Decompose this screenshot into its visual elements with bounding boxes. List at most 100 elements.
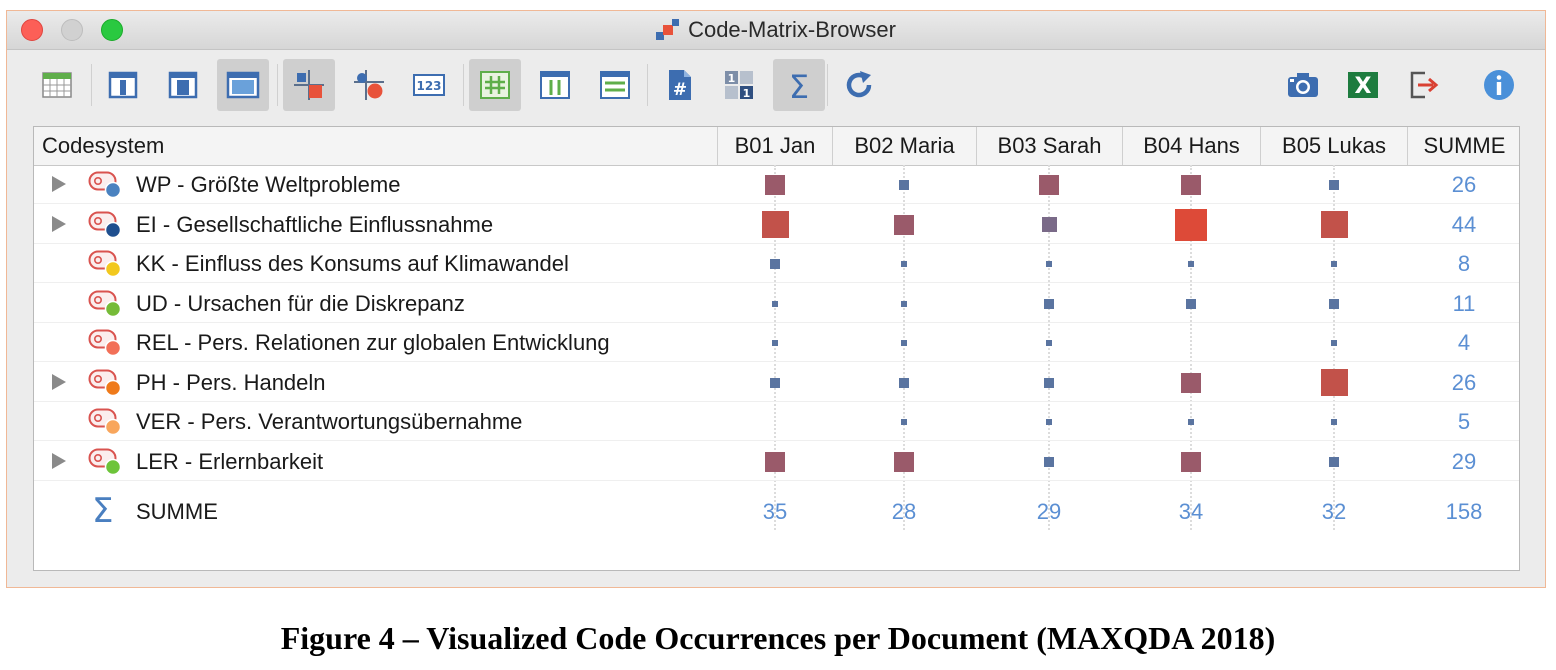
table-row[interactable]: VER - Pers. Verantwortungsübernahme 5 bbox=[34, 402, 1519, 441]
expand-triangle-icon[interactable] bbox=[52, 452, 66, 469]
column-header-codesystem[interactable]: Codesystem bbox=[42, 133, 165, 158]
matrix-square[interactable] bbox=[1181, 175, 1201, 195]
symbol-squares-button[interactable] bbox=[283, 59, 335, 111]
column-width-large-button[interactable] bbox=[217, 59, 269, 111]
column-header-b01-jan[interactable]: B01 Jan bbox=[717, 127, 832, 165]
matrix-square[interactable] bbox=[1046, 419, 1052, 425]
matrix-square[interactable] bbox=[772, 340, 778, 346]
matrix-square[interactable] bbox=[770, 259, 780, 269]
matrix-square[interactable] bbox=[901, 261, 907, 267]
total-row-label: SUMME bbox=[136, 499, 218, 524]
table-row[interactable]: KK - Einfluss des Konsums auf Klimawande… bbox=[34, 244, 1519, 283]
info-button[interactable] bbox=[1473, 59, 1525, 111]
expand-triangle-icon[interactable] bbox=[52, 176, 66, 192]
matrix-square[interactable] bbox=[1188, 261, 1194, 267]
table-row[interactable]: REL - Pers. Relationen zur globalen Entw… bbox=[34, 323, 1519, 362]
matrix-square[interactable] bbox=[761, 211, 789, 238]
matrix-square[interactable] bbox=[1175, 208, 1207, 241]
table-row[interactable]: PH - Pers. Handeln 26 bbox=[34, 363, 1519, 402]
code-label: LER - Erlernbarkeit bbox=[136, 448, 324, 474]
row-divider bbox=[34, 400, 1519, 402]
row-sum: 8 bbox=[1457, 251, 1471, 276]
matrix-square[interactable] bbox=[1186, 298, 1196, 309]
matrix-square[interactable] bbox=[1044, 377, 1054, 388]
matrix-square[interactable] bbox=[1044, 456, 1054, 467]
column-header-b02-maria[interactable]: B02 Maria bbox=[832, 127, 976, 165]
excel-export-button[interactable]: X bbox=[1337, 59, 1389, 111]
matrix-square[interactable] bbox=[1181, 372, 1201, 393]
columns-button[interactable] bbox=[529, 59, 581, 111]
column-header-b03-sarah[interactable]: B03 Sarah bbox=[976, 127, 1122, 165]
code-tag-icon bbox=[88, 329, 122, 357]
code-tag-icon bbox=[88, 448, 122, 475]
code-label: KK - Einfluss des Konsums auf Klimawande… bbox=[136, 251, 569, 276]
column-header-b05-lukas[interactable]: B05 Lukas bbox=[1260, 127, 1407, 165]
document-hash-button[interactable]: # bbox=[653, 59, 705, 111]
matrix-square[interactable] bbox=[770, 377, 780, 388]
matrix-square[interactable] bbox=[1320, 211, 1348, 238]
matrix-square[interactable] bbox=[1046, 261, 1052, 267]
matrix-square[interactable] bbox=[772, 300, 778, 307]
zoom-window-button[interactable] bbox=[101, 19, 123, 41]
code-label: EI - Gesellschaftliche Einflussnahme bbox=[136, 211, 494, 237]
column-guide-line bbox=[1048, 165, 1050, 530]
matrix-square[interactable] bbox=[901, 340, 907, 346]
matrix-square[interactable] bbox=[1331, 419, 1337, 425]
camera-button[interactable] bbox=[1277, 59, 1329, 111]
matrix-square[interactable] bbox=[1041, 217, 1057, 232]
toolbar: 123 #1 1 Σ X bbox=[7, 50, 1545, 126]
matrix-square[interactable] bbox=[894, 214, 914, 235]
toolbar-separator bbox=[91, 64, 92, 106]
maxqda-logo-icon bbox=[656, 19, 680, 41]
matrix-square[interactable] bbox=[901, 419, 907, 425]
minimize-window-button[interactable] bbox=[61, 19, 83, 41]
column-guide-line bbox=[903, 165, 905, 530]
table-row[interactable]: EI - Gesellschaftliche Einflussnahme 44 bbox=[34, 205, 1519, 244]
expand-triangle-icon[interactable] bbox=[52, 373, 66, 390]
matrix-square[interactable] bbox=[1188, 419, 1194, 425]
column-width-medium-button[interactable] bbox=[157, 59, 209, 111]
refresh-button[interactable] bbox=[833, 59, 885, 111]
symbol-circles-button[interactable] bbox=[343, 59, 395, 111]
sigma-sum-button[interactable]: Σ bbox=[773, 59, 825, 111]
table-row[interactable]: WP - Größte Weltprobleme 26 bbox=[34, 165, 1519, 204]
matrix-square[interactable] bbox=[1039, 175, 1059, 195]
grid-lines-button[interactable] bbox=[469, 59, 521, 111]
symbol-squares-icon bbox=[294, 70, 324, 100]
matrix-square[interactable] bbox=[1329, 456, 1339, 467]
matrix-square[interactable] bbox=[1320, 369, 1348, 396]
matrix-square[interactable] bbox=[1329, 180, 1339, 190]
matrix-square[interactable] bbox=[1044, 298, 1054, 309]
table-row[interactable]: UD - Ursachen für die Diskrepanz 11 bbox=[34, 284, 1519, 323]
title-bar: Code-Matrix-Browser bbox=[7, 11, 1545, 50]
column-header-b04-hans[interactable]: B04 Hans bbox=[1122, 127, 1260, 165]
matrix-square[interactable] bbox=[1181, 451, 1201, 472]
close-window-button[interactable] bbox=[21, 19, 43, 41]
export-arrow-button[interactable] bbox=[1397, 59, 1449, 111]
document-hash-icon: # bbox=[669, 70, 691, 100]
table-grid-button[interactable] bbox=[31, 59, 83, 111]
code-tag-icon bbox=[88, 171, 122, 199]
matrix-square[interactable] bbox=[765, 451, 785, 472]
rows-button[interactable] bbox=[589, 59, 641, 111]
matrix-square[interactable] bbox=[1331, 340, 1337, 346]
matrix-square[interactable] bbox=[894, 451, 914, 472]
matrix-square[interactable] bbox=[765, 175, 785, 195]
row-divider bbox=[34, 203, 1519, 204]
matrix-square[interactable] bbox=[899, 377, 909, 388]
column-width-small-button[interactable] bbox=[97, 59, 149, 111]
numbers-123-button[interactable]: 123 bbox=[403, 59, 455, 111]
info-icon bbox=[1484, 70, 1514, 100]
matrix-square[interactable] bbox=[901, 300, 907, 307]
matrix-square[interactable] bbox=[1329, 298, 1339, 309]
row-divider bbox=[34, 361, 1519, 362]
matrix-square[interactable] bbox=[899, 180, 909, 190]
column-header-summe[interactable]: SUMME bbox=[1407, 127, 1519, 165]
matrix-square[interactable] bbox=[1046, 340, 1052, 346]
matrix-square[interactable] bbox=[1331, 261, 1337, 267]
expand-triangle-icon[interactable] bbox=[52, 215, 66, 232]
svg-text:#: # bbox=[673, 80, 687, 100]
column-total: 32 bbox=[1321, 499, 1347, 524]
table-row[interactable]: LER - Erlernbarkeit 29 bbox=[34, 442, 1519, 481]
